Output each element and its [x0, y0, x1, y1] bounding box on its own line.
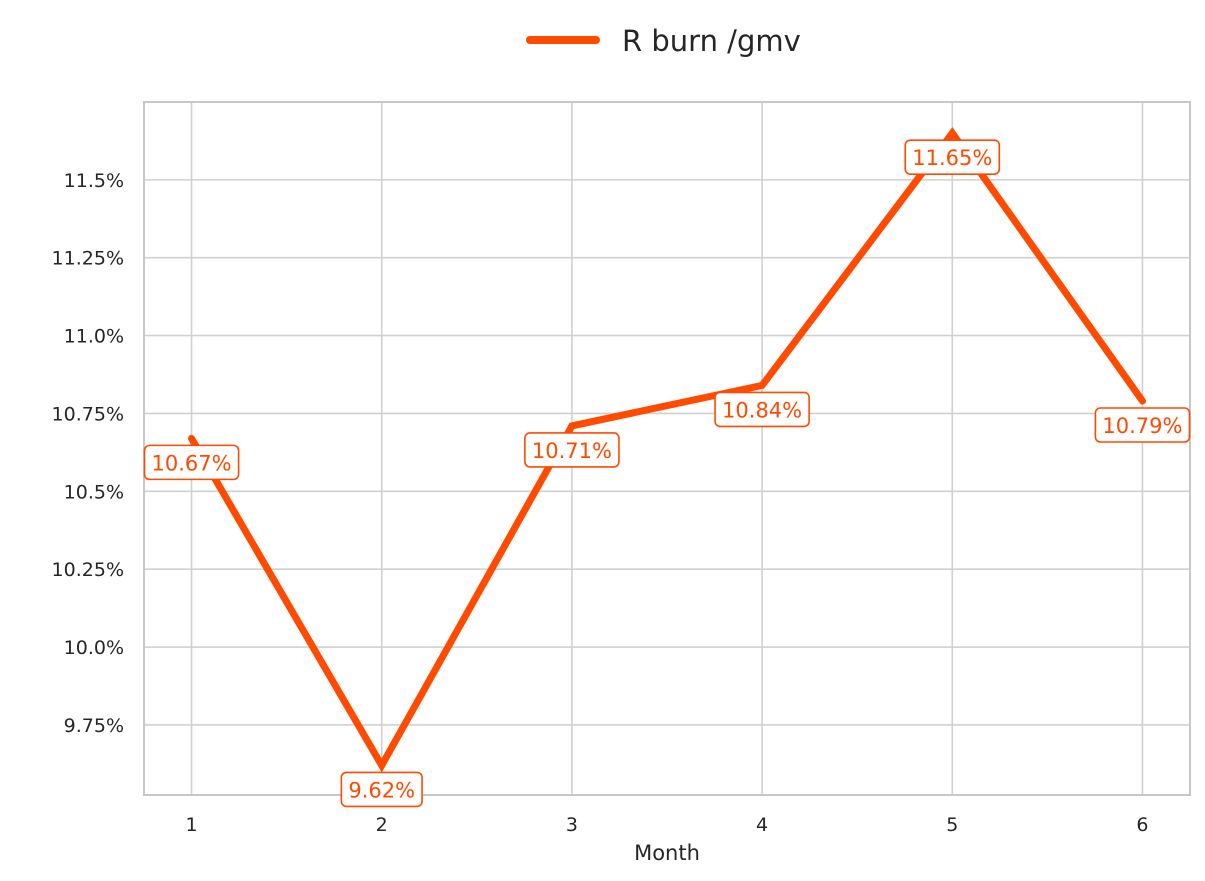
y-tick-label: 11.5% [64, 170, 124, 192]
data-label: 9.62% [340, 771, 423, 808]
data-label: 10.67% [143, 444, 240, 481]
data-label-text: 11.65% [912, 146, 992, 170]
data-label-text: 10.79% [1102, 414, 1182, 438]
x-axis-label: Month [634, 841, 700, 865]
y-tick-label: 10.5% [64, 481, 124, 503]
data-label-box [524, 432, 620, 468]
data-label-text: 9.62% [348, 778, 415, 802]
data-label-box [340, 771, 423, 808]
grid-lines [144, 102, 1190, 795]
data-labels: 10.67% 9.62% 10.71% 10.84% 11.65% 10.79% [143, 139, 1191, 808]
x-tick-label: 2 [376, 814, 388, 836]
x-tick-labels: 1 2 3 4 5 6 [185, 814, 1148, 836]
data-label: 11.65% [904, 139, 1001, 175]
data-label-box [1094, 407, 1191, 443]
x-tick-label: 4 [756, 814, 768, 836]
x-tick-label: 6 [1136, 814, 1148, 836]
series-layer [188, 127, 1146, 773]
y-tick-label: 11.25% [52, 248, 124, 270]
y-tick-label: 10.0% [64, 637, 124, 659]
y-tick-label: 10.25% [52, 559, 124, 581]
y-tick-label: 11.0% [64, 326, 124, 348]
data-label: 10.71% [524, 432, 620, 468]
legend: R burn /gmv [526, 24, 801, 58]
data-label-text: 10.84% [722, 398, 802, 422]
x-tick-label: 5 [946, 814, 958, 836]
data-label-text: 10.71% [532, 439, 612, 463]
data-label: 10.79% [1094, 407, 1191, 443]
data-label: 10.84% [714, 391, 810, 428]
y-tick-labels: 9.75% 10.0% 10.25% 10.5% 10.75% 11.0% 11.25% 11… [52, 170, 124, 737]
series-line [188, 127, 1146, 773]
x-tick-label: 1 [185, 814, 197, 836]
y-tick-label: 10.75% [52, 403, 124, 425]
data-label-box [714, 391, 810, 428]
y-tick-label: 9.75% [64, 715, 124, 737]
legend-label: R burn /gmv [622, 24, 801, 58]
x-tick-label: 3 [566, 814, 578, 836]
plot-frame [143, 101, 1191, 796]
data-label-text: 10.67% [152, 451, 232, 475]
data-label-box [143, 444, 240, 481]
data-label-box [904, 139, 1001, 175]
